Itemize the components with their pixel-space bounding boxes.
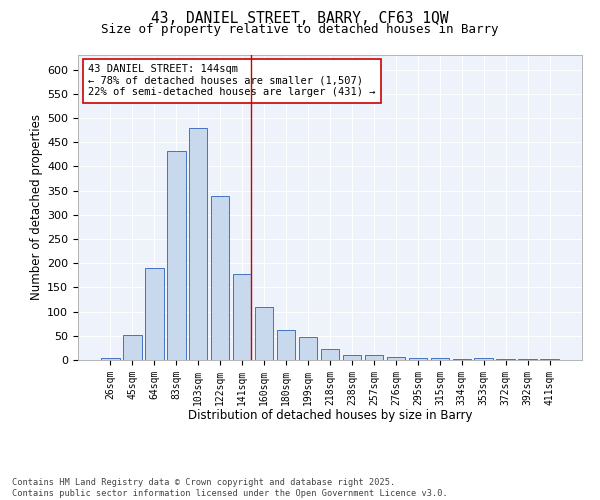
Bar xyxy=(409,358,427,360)
Bar xyxy=(431,358,449,360)
Bar xyxy=(496,358,515,360)
Bar xyxy=(518,358,537,360)
Bar xyxy=(145,268,164,360)
Bar xyxy=(541,358,559,360)
Text: Contains HM Land Registry data © Crown copyright and database right 2025.
Contai: Contains HM Land Registry data © Crown c… xyxy=(12,478,448,498)
Bar xyxy=(255,306,274,360)
Bar xyxy=(101,358,119,360)
Bar xyxy=(211,196,229,360)
Text: 43, DANIEL STREET, BARRY, CF63 1QW: 43, DANIEL STREET, BARRY, CF63 1QW xyxy=(151,11,449,26)
Bar xyxy=(233,274,251,360)
Bar xyxy=(123,335,142,360)
Bar xyxy=(189,128,208,360)
Y-axis label: Number of detached properties: Number of detached properties xyxy=(30,114,43,300)
Bar xyxy=(365,354,383,360)
Bar xyxy=(452,358,471,360)
Bar xyxy=(167,151,185,360)
Bar xyxy=(277,330,295,360)
Bar xyxy=(299,337,317,360)
Text: 43 DANIEL STREET: 144sqm
← 78% of detached houses are smaller (1,507)
22% of sem: 43 DANIEL STREET: 144sqm ← 78% of detach… xyxy=(88,64,376,98)
Text: Size of property relative to detached houses in Barry: Size of property relative to detached ho… xyxy=(101,22,499,36)
Bar xyxy=(386,357,405,360)
Bar xyxy=(343,355,361,360)
Bar xyxy=(475,358,493,360)
X-axis label: Distribution of detached houses by size in Barry: Distribution of detached houses by size … xyxy=(188,409,472,422)
Bar xyxy=(320,350,340,360)
